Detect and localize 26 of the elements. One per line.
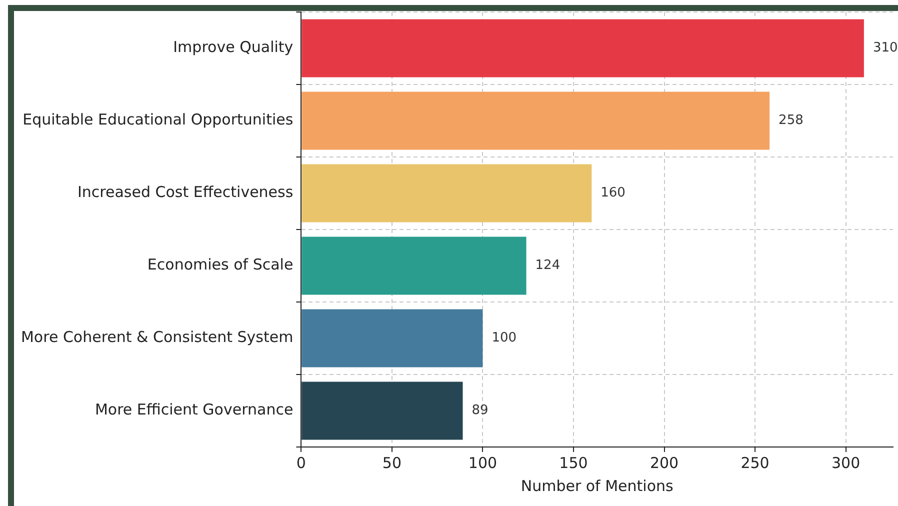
y-tick-label: Economies of Scale [147,256,294,274]
bar [302,236,526,295]
data-label: 100 [492,330,517,346]
y-tick-label: Improve Quality [173,38,294,56]
y-tick-label: Increased Cost Effectiveness [77,183,294,202]
data-label: 160 [600,186,626,201]
x-tick-label: 100 [468,454,498,472]
x-tick-label: 250 [740,454,770,472]
x-tick-label: 50 [382,454,402,472]
bar [302,92,770,150]
x-tick-label: 300 [831,454,860,472]
y-tick-label: More Efficient Governance [94,400,294,419]
x-tick-label: 200 [650,454,679,472]
bar [302,309,483,368]
x-axis-title: Number of Mentions [520,476,674,495]
data-label: 310 [872,40,898,56]
data-label: 258 [778,113,804,128]
x-tick-label: 150 [559,454,588,472]
bar [302,19,864,78]
x-tick-label: 0 [296,454,306,472]
bar [302,382,463,440]
data-label: 89 [472,403,488,418]
bar [302,164,592,222]
y-tick-label: Equitable Educational Opportunities [22,110,294,129]
y-tick-label: More Coherent & Consistent System [20,328,294,346]
data-label: 124 [535,258,560,274]
